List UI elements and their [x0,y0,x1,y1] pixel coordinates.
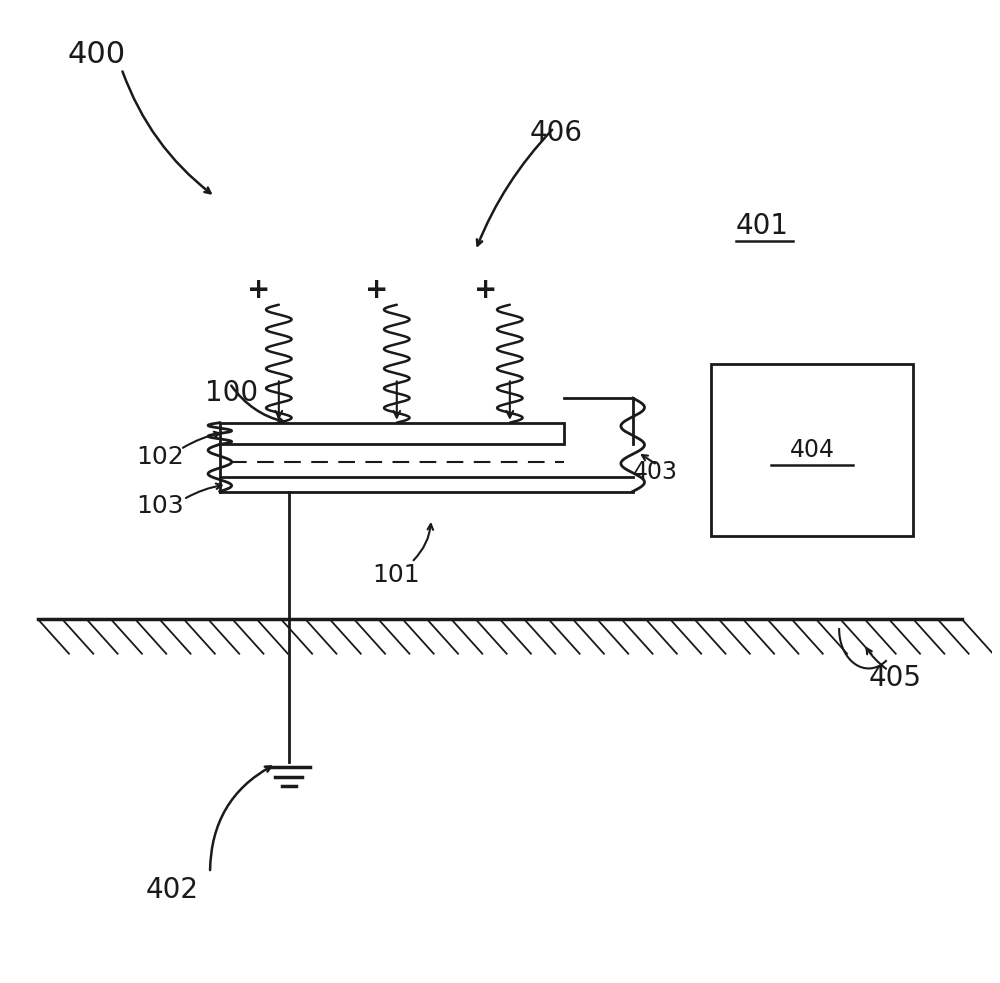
Text: 102: 102 [136,445,184,469]
Text: 100: 100 [205,379,258,407]
Text: +: + [247,276,271,304]
Text: 401: 401 [736,212,789,240]
Bar [220,423,564,444]
Text: +: + [474,276,497,304]
Text: 404: 404 [790,437,835,462]
Text: 406: 406 [529,119,582,146]
Text: 402: 402 [146,876,199,903]
Text: 101: 101 [372,563,420,587]
Bar [711,364,913,536]
Text: 103: 103 [136,494,184,518]
Text: 405: 405 [869,665,922,692]
Text: 403: 403 [633,460,678,484]
Text: +: + [365,276,389,304]
Text: 400: 400 [67,39,126,69]
